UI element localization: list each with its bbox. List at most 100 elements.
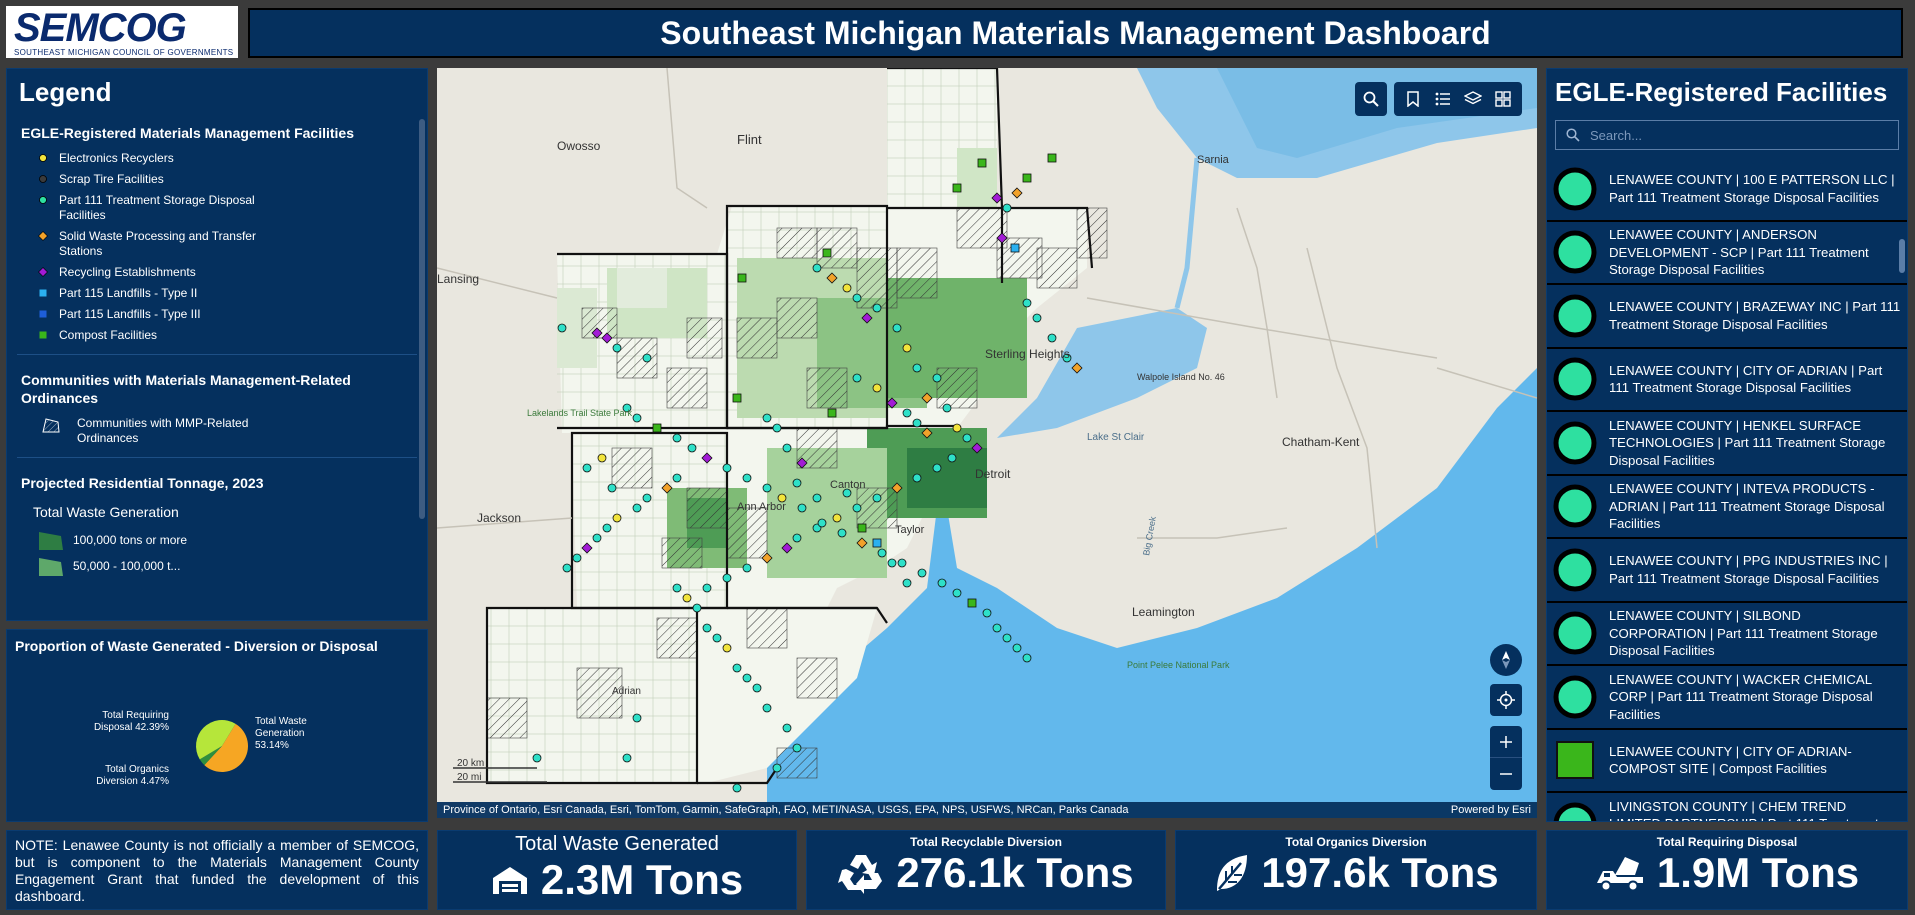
facility-map-marker[interactable] xyxy=(792,743,802,753)
facility-map-marker[interactable] xyxy=(1002,203,1012,213)
facility-map-marker[interactable] xyxy=(722,643,732,653)
facility-map-marker[interactable] xyxy=(797,503,807,513)
map-canvas[interactable]: Owosso Flint Sarnia Lansing Sterling Hei… xyxy=(437,68,1537,818)
facility-list-item[interactable]: LENAWEE COUNTY | WACKER CHEMICAL CORP | … xyxy=(1547,666,1907,730)
facility-map-marker[interactable] xyxy=(1062,353,1072,363)
facility-map-marker[interactable] xyxy=(782,443,792,453)
facility-map-marker[interactable] xyxy=(967,598,977,608)
facility-map-marker[interactable] xyxy=(761,552,773,564)
facility-map-marker[interactable] xyxy=(682,593,692,603)
facility-map-marker[interactable] xyxy=(977,158,987,168)
facility-map-marker[interactable] xyxy=(921,392,933,404)
facility-map-marker[interactable] xyxy=(892,323,902,333)
facility-map-marker[interactable] xyxy=(902,408,912,418)
facility-map-marker[interactable] xyxy=(632,413,642,423)
facilities-search[interactable] xyxy=(1555,120,1899,150)
facility-map-marker[interactable] xyxy=(852,503,862,513)
facility-map-marker[interactable] xyxy=(891,482,903,494)
facility-map-marker[interactable] xyxy=(812,263,822,273)
facility-map-marker[interactable] xyxy=(812,493,822,503)
facility-map-marker[interactable] xyxy=(762,483,772,493)
zoom-in-button[interactable] xyxy=(1490,726,1522,758)
facility-map-marker[interactable] xyxy=(971,442,983,454)
facility-map-marker[interactable] xyxy=(712,633,722,643)
facilities-scrollbar[interactable] xyxy=(1899,239,1905,273)
facility-map-marker[interactable] xyxy=(886,397,898,409)
facility-map-marker[interactable] xyxy=(582,463,592,473)
facility-list-item[interactable]: LENAWEE COUNTY | PPG INDUSTRIES INC | Pa… xyxy=(1547,539,1907,603)
facility-map-marker[interactable] xyxy=(762,703,772,713)
facility-map-marker[interactable] xyxy=(1032,313,1042,323)
facility-map-marker[interactable] xyxy=(857,523,867,533)
facility-map-marker[interactable] xyxy=(872,383,882,393)
facility-list-item[interactable]: LENAWEE COUNTY | INTEVA PRODUCTS - ADRIA… xyxy=(1547,476,1907,539)
powered-by-esri[interactable]: Powered by Esri xyxy=(1450,804,1531,816)
facility-map-marker[interactable] xyxy=(557,323,567,333)
facility-map-marker[interactable] xyxy=(562,563,572,573)
facility-map-marker[interactable] xyxy=(1047,333,1057,343)
facility-map-marker[interactable] xyxy=(652,423,662,433)
facility-map-marker[interactable] xyxy=(612,343,622,353)
compass-button[interactable] xyxy=(1490,644,1522,676)
facility-map-marker[interactable] xyxy=(1022,653,1032,663)
facility-map-marker[interactable] xyxy=(781,542,793,554)
facility-map-marker[interactable] xyxy=(937,578,947,588)
facility-map-marker[interactable] xyxy=(822,248,832,258)
facility-map-marker[interactable] xyxy=(942,403,952,413)
facility-map-marker[interactable] xyxy=(947,453,957,463)
facility-map-marker[interactable] xyxy=(982,608,992,618)
facility-map-marker[interactable] xyxy=(642,493,652,503)
facility-map-marker[interactable] xyxy=(991,192,1003,204)
facility-map-marker[interactable] xyxy=(672,433,682,443)
pie-slice[interactable] xyxy=(204,723,248,772)
facility-map-marker[interactable] xyxy=(962,433,972,443)
facility-map-marker[interactable] xyxy=(912,363,922,373)
facility-map-marker[interactable] xyxy=(702,623,712,633)
layers-button[interactable] xyxy=(1461,87,1485,111)
facility-map-marker[interactable] xyxy=(772,763,782,773)
pie-slice[interactable] xyxy=(199,746,222,766)
zoom-out-button[interactable] xyxy=(1490,758,1522,790)
facility-map-marker[interactable] xyxy=(632,503,642,513)
facility-map-marker[interactable] xyxy=(1002,633,1012,643)
facility-map-marker[interactable] xyxy=(642,353,652,363)
facility-list-item[interactable]: LENAWEE COUNTY | 100 E PATTERSON LLC | P… xyxy=(1547,158,1907,222)
legend-scrollbar[interactable] xyxy=(419,119,425,519)
facility-map-marker[interactable] xyxy=(732,663,742,673)
facility-map-marker[interactable] xyxy=(872,303,882,313)
facility-map-marker[interactable] xyxy=(872,493,882,503)
facility-map-marker[interactable] xyxy=(792,478,802,488)
facility-map-marker[interactable] xyxy=(742,563,752,573)
facility-map-marker[interactable] xyxy=(897,558,907,568)
facility-map-marker[interactable] xyxy=(842,283,852,293)
facility-map-marker[interactable] xyxy=(996,232,1008,244)
facility-map-marker[interactable] xyxy=(852,373,862,383)
facility-map-marker[interactable] xyxy=(607,483,617,493)
facility-map-marker[interactable] xyxy=(701,452,713,464)
facility-map-marker[interactable] xyxy=(952,423,962,433)
facility-map-marker[interactable] xyxy=(887,558,897,568)
facility-list-item[interactable]: LENAWEE COUNTY | BRAZEWAY INC | Part 111… xyxy=(1547,285,1907,349)
facility-map-marker[interactable] xyxy=(622,753,632,763)
facility-map-marker[interactable] xyxy=(842,488,852,498)
facility-map-marker[interactable] xyxy=(592,533,602,543)
facilities-search-input[interactable] xyxy=(1590,127,1870,143)
facility-map-marker[interactable] xyxy=(902,578,912,588)
facility-map-marker[interactable] xyxy=(752,683,762,693)
facility-map-marker[interactable] xyxy=(826,272,838,284)
facility-map-marker[interactable] xyxy=(612,513,622,523)
facility-map-marker[interactable] xyxy=(601,332,613,344)
legend-list-button[interactable] xyxy=(1431,87,1455,111)
facility-list-item[interactable]: LENAWEE COUNTY | CITY OF ADRIAN | Part 1… xyxy=(1547,349,1907,412)
facility-map-marker[interactable] xyxy=(632,713,642,723)
facility-list-item[interactable]: LIVINGSTON COUNTY | CHEM TREND LIMITED P… xyxy=(1547,793,1907,821)
facility-map-marker[interactable] xyxy=(837,528,847,538)
facility-map-marker[interactable] xyxy=(777,493,787,503)
locate-button[interactable] xyxy=(1490,684,1522,716)
facility-map-marker[interactable] xyxy=(732,783,742,793)
facility-map-marker[interactable] xyxy=(672,473,682,483)
facility-map-marker[interactable] xyxy=(622,403,632,413)
facility-map-marker[interactable] xyxy=(661,482,673,494)
facility-map-marker[interactable] xyxy=(737,273,747,283)
basemap-gallery-button[interactable] xyxy=(1491,87,1515,111)
